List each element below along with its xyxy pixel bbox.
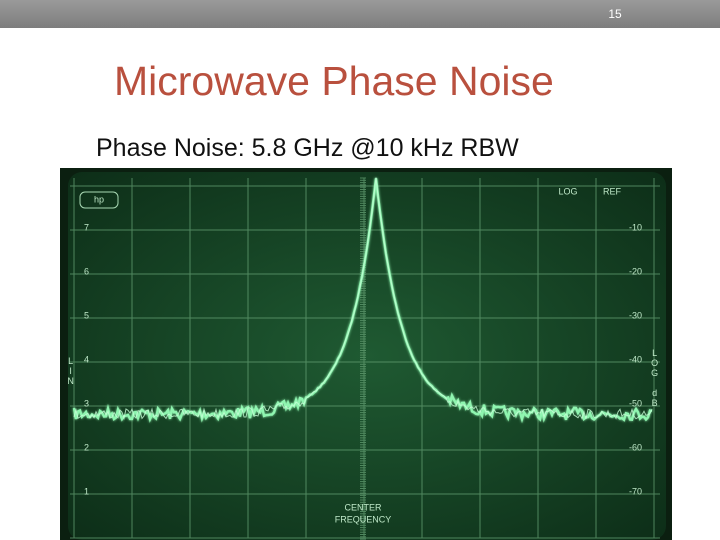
bottom-label: CENTER <box>344 502 382 512</box>
right-scale-label: -10 <box>629 222 642 232</box>
right-scale-label: -70 <box>629 486 642 496</box>
right-scale-label: -50 <box>629 398 642 408</box>
right-axis-label: LOG dB <box>650 348 660 408</box>
page-number: 15 <box>608 7 622 21</box>
left-scale-label: 5 <box>84 310 89 320</box>
left-scale-label: 6 <box>84 266 89 276</box>
left-scale-label: 7 <box>84 222 89 232</box>
left-axis-label: LIN <box>66 356 76 386</box>
slide-title: Microwave Phase Noise <box>114 58 554 104</box>
top-label: REF <box>603 186 622 196</box>
slide-subtitle: Phase Noise: 5.8 GHz @10 kHz RBW <box>96 134 519 162</box>
right-scale-label: -40 <box>629 354 642 364</box>
logo-box <box>79 191 119 209</box>
left-scale-label: 1 <box>84 486 89 496</box>
top-label: LOG <box>558 186 577 196</box>
screen-glass <box>68 172 666 540</box>
bottom-label: FREQUENCY <box>335 514 392 524</box>
trace-echo <box>73 177 653 421</box>
header-bar: 15 <box>0 0 720 28</box>
left-scale-label: 4 <box>84 354 89 364</box>
left-scale-label: 2 <box>84 442 89 452</box>
right-scale-label: -20 <box>629 266 642 276</box>
analyzer-screen: hp LOG REF LIN LOG dB CENTER FREQUENCY 7… <box>60 168 672 540</box>
logo: hp <box>94 194 104 204</box>
right-scale-label: -30 <box>629 310 642 320</box>
right-scale-label: -60 <box>629 442 642 452</box>
left-scale-label: 3 <box>84 398 89 408</box>
